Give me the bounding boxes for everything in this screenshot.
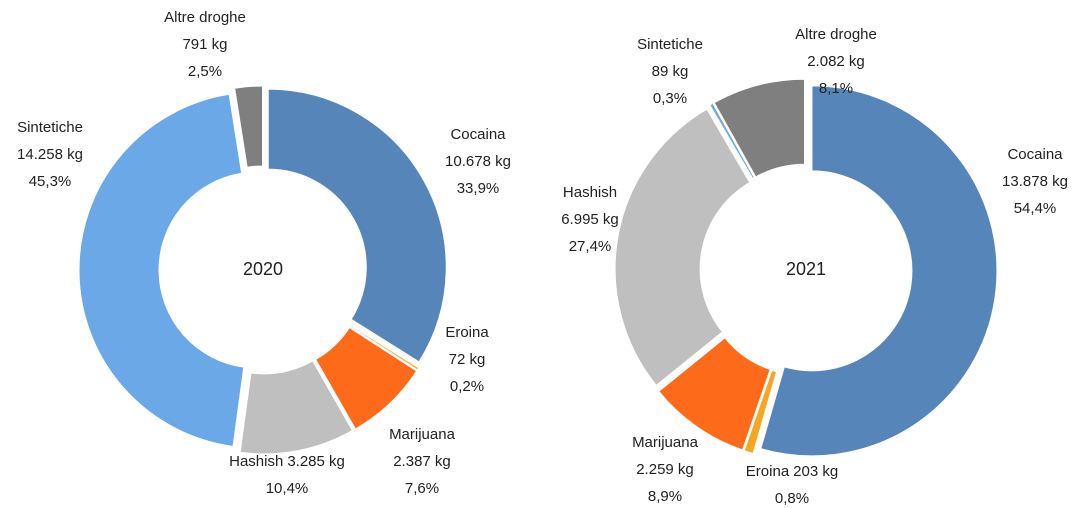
label-line: 8,9% — [648, 488, 682, 505]
donut-slice — [267, 88, 447, 363]
slice-label: Eroina 203 kg 0,8% — [746, 463, 838, 507]
label-line: 54,4% — [1014, 200, 1057, 217]
label-line: 0,2% — [450, 378, 484, 395]
donut-slice — [614, 108, 751, 387]
slice-label: Sintetiche 89 kg 0,3% — [637, 36, 703, 107]
slice-label: Altre droghe 791 kg 2,5% — [164, 9, 246, 80]
donut-slice — [709, 102, 755, 180]
label-line: 10.678 kg — [445, 153, 511, 170]
label-line: Marijuana — [389, 426, 456, 443]
label-line: Cocaina — [1007, 146, 1063, 163]
label-line: 89 kg — [652, 63, 689, 80]
label-line: Hashish — [229, 453, 283, 470]
label-line: 791 kg — [182, 36, 227, 53]
slice-label: Marijuana 2.259 kg 8,9% — [632, 434, 699, 505]
label-line: 72 kg — [449, 351, 486, 368]
donut-slice — [349, 324, 420, 371]
slice-label: Hashish 6.995 kg 27,4% — [561, 184, 619, 255]
label-line: 203 kg — [793, 463, 838, 480]
slice-label: Cocaina 10.678 kg 33,9% — [445, 126, 511, 197]
label-line: 2.259 kg — [636, 461, 694, 478]
label-line: 3.285 kg — [287, 453, 345, 470]
label-line: 2.082 kg — [807, 53, 865, 70]
label-line: Marijuana — [632, 434, 699, 451]
label-line: 13.878 kg — [1002, 173, 1068, 190]
donut-slice — [239, 360, 354, 455]
donut-slice — [315, 326, 418, 430]
label-line: Eroina — [746, 463, 790, 480]
label-line: 45,3% — [29, 173, 72, 190]
slice-label: Marijuana 2.387 kg 7,6% — [389, 426, 456, 497]
donut-slice — [713, 78, 805, 178]
label-line: 8,1% — [819, 80, 853, 97]
label-line: Altre droghe — [795, 26, 877, 43]
label-line: 33,9% — [457, 180, 500, 197]
donut-slice — [743, 369, 778, 455]
label-line: 6.995 kg — [561, 211, 619, 228]
label-line: 0,8% — [775, 490, 809, 507]
label-line: Hashish — [563, 184, 617, 201]
donut-slice — [760, 85, 998, 457]
label-line: Sintetiche — [17, 119, 83, 136]
label-line: Altre droghe — [164, 9, 246, 26]
label-line: 14.258 kg — [17, 146, 83, 163]
label-line: 7,6% — [405, 480, 439, 497]
center-label: 2021 — [786, 259, 826, 279]
slice-label: Altre droghe 2.082 kg 8,1% — [795, 26, 877, 97]
slice-label: Sintetiche 14.258 kg 45,3% — [17, 119, 83, 190]
donut-slice — [234, 85, 264, 168]
label-line: Sintetiche — [637, 36, 703, 53]
label-line: Cocaina — [450, 126, 506, 143]
slice-label: Cocaina 13.878 kg 54,4% — [1002, 146, 1068, 217]
label-line: 2.387 kg — [393, 453, 451, 470]
center-label: 2020 — [243, 259, 283, 279]
label-line: 27,4% — [569, 238, 612, 255]
donut-slice — [658, 337, 771, 451]
slice-label: Eroina 72 kg 0,2% — [445, 324, 489, 395]
slice-label: Hashish 3.285 kg 10,4% — [229, 453, 345, 497]
label-line: Eroina — [445, 324, 489, 341]
label-line: 10,4% — [266, 480, 309, 497]
donut-slice — [78, 93, 245, 448]
label-line: 2,5% — [188, 63, 222, 80]
label-line: 0,3% — [653, 90, 687, 107]
